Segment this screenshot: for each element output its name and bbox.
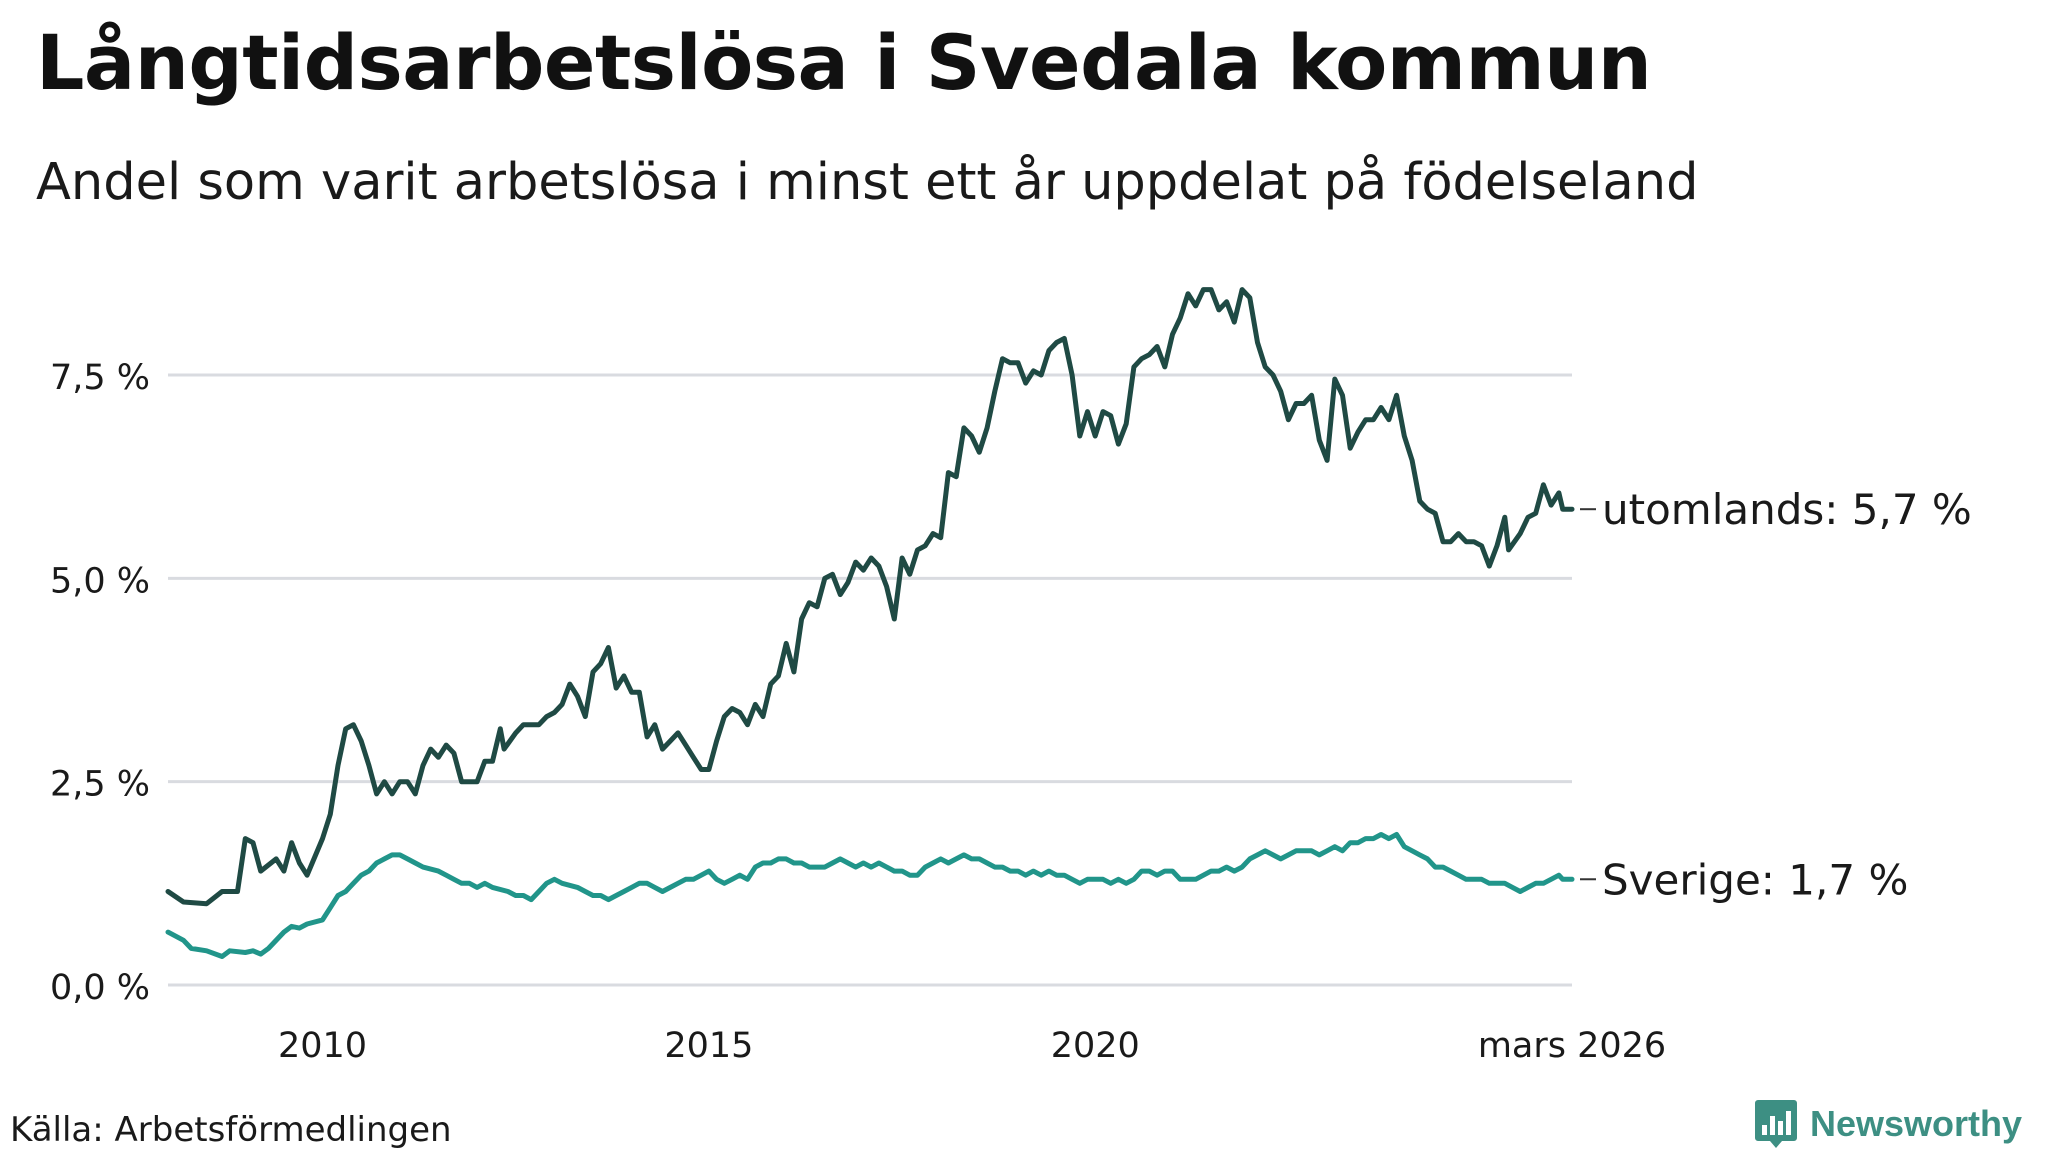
series-end-label-utomlands: utomlands: 5,7 %: [1602, 485, 1972, 534]
series-line-sverige: [165, 832, 1575, 959]
y-axis-tick-labels: 0,0 % 2,5 % 5,0 % 7,5 %: [50, 358, 150, 1008]
newsworthy-logo-icon: [1755, 1100, 1797, 1148]
chart-subtitle: Andel som varit arbetslösa i minst ett å…: [36, 153, 1699, 212]
series-line-utomlands: [165, 287, 1575, 907]
source-note: Källa: Arbetsförmedlingen: [10, 1110, 452, 1150]
line-chart: 0,0 % 2,5 % 5,0 % 7,5 % 2010 2015 2020 mars 20…: [50, 287, 1972, 1066]
brand-name: Newsworthy: [1810, 1103, 2023, 1144]
y-tick-label: 5,0 %: [50, 561, 150, 601]
series-end-label-sverige: Sverige: 1,7 %: [1602, 855, 1908, 904]
x-tick-label: 2020: [1051, 1026, 1140, 1066]
y-tick-label: 2,5 %: [50, 765, 150, 805]
x-tick-label: 2010: [278, 1026, 367, 1066]
chart-title: Långtidsarbetslösa i Svedala kommun: [36, 18, 1652, 107]
series-end-labels: utomlands: 5,7 % Sverige: 1,7 %: [1580, 485, 1972, 904]
brand-logo[interactable]: Newsworthy: [1754, 1098, 2022, 1150]
gridlines: [168, 373, 1572, 987]
y-tick-label: 7,5 %: [50, 358, 150, 398]
x-axis-tick-labels: 2010 2015 2020 mars 2026: [278, 1026, 1666, 1066]
x-tick-label: mars 2026: [1478, 1026, 1666, 1066]
series-lines: [165, 287, 1575, 959]
y-tick-label: 0,0 %: [50, 968, 150, 1008]
x-tick-label: 2015: [664, 1026, 753, 1066]
